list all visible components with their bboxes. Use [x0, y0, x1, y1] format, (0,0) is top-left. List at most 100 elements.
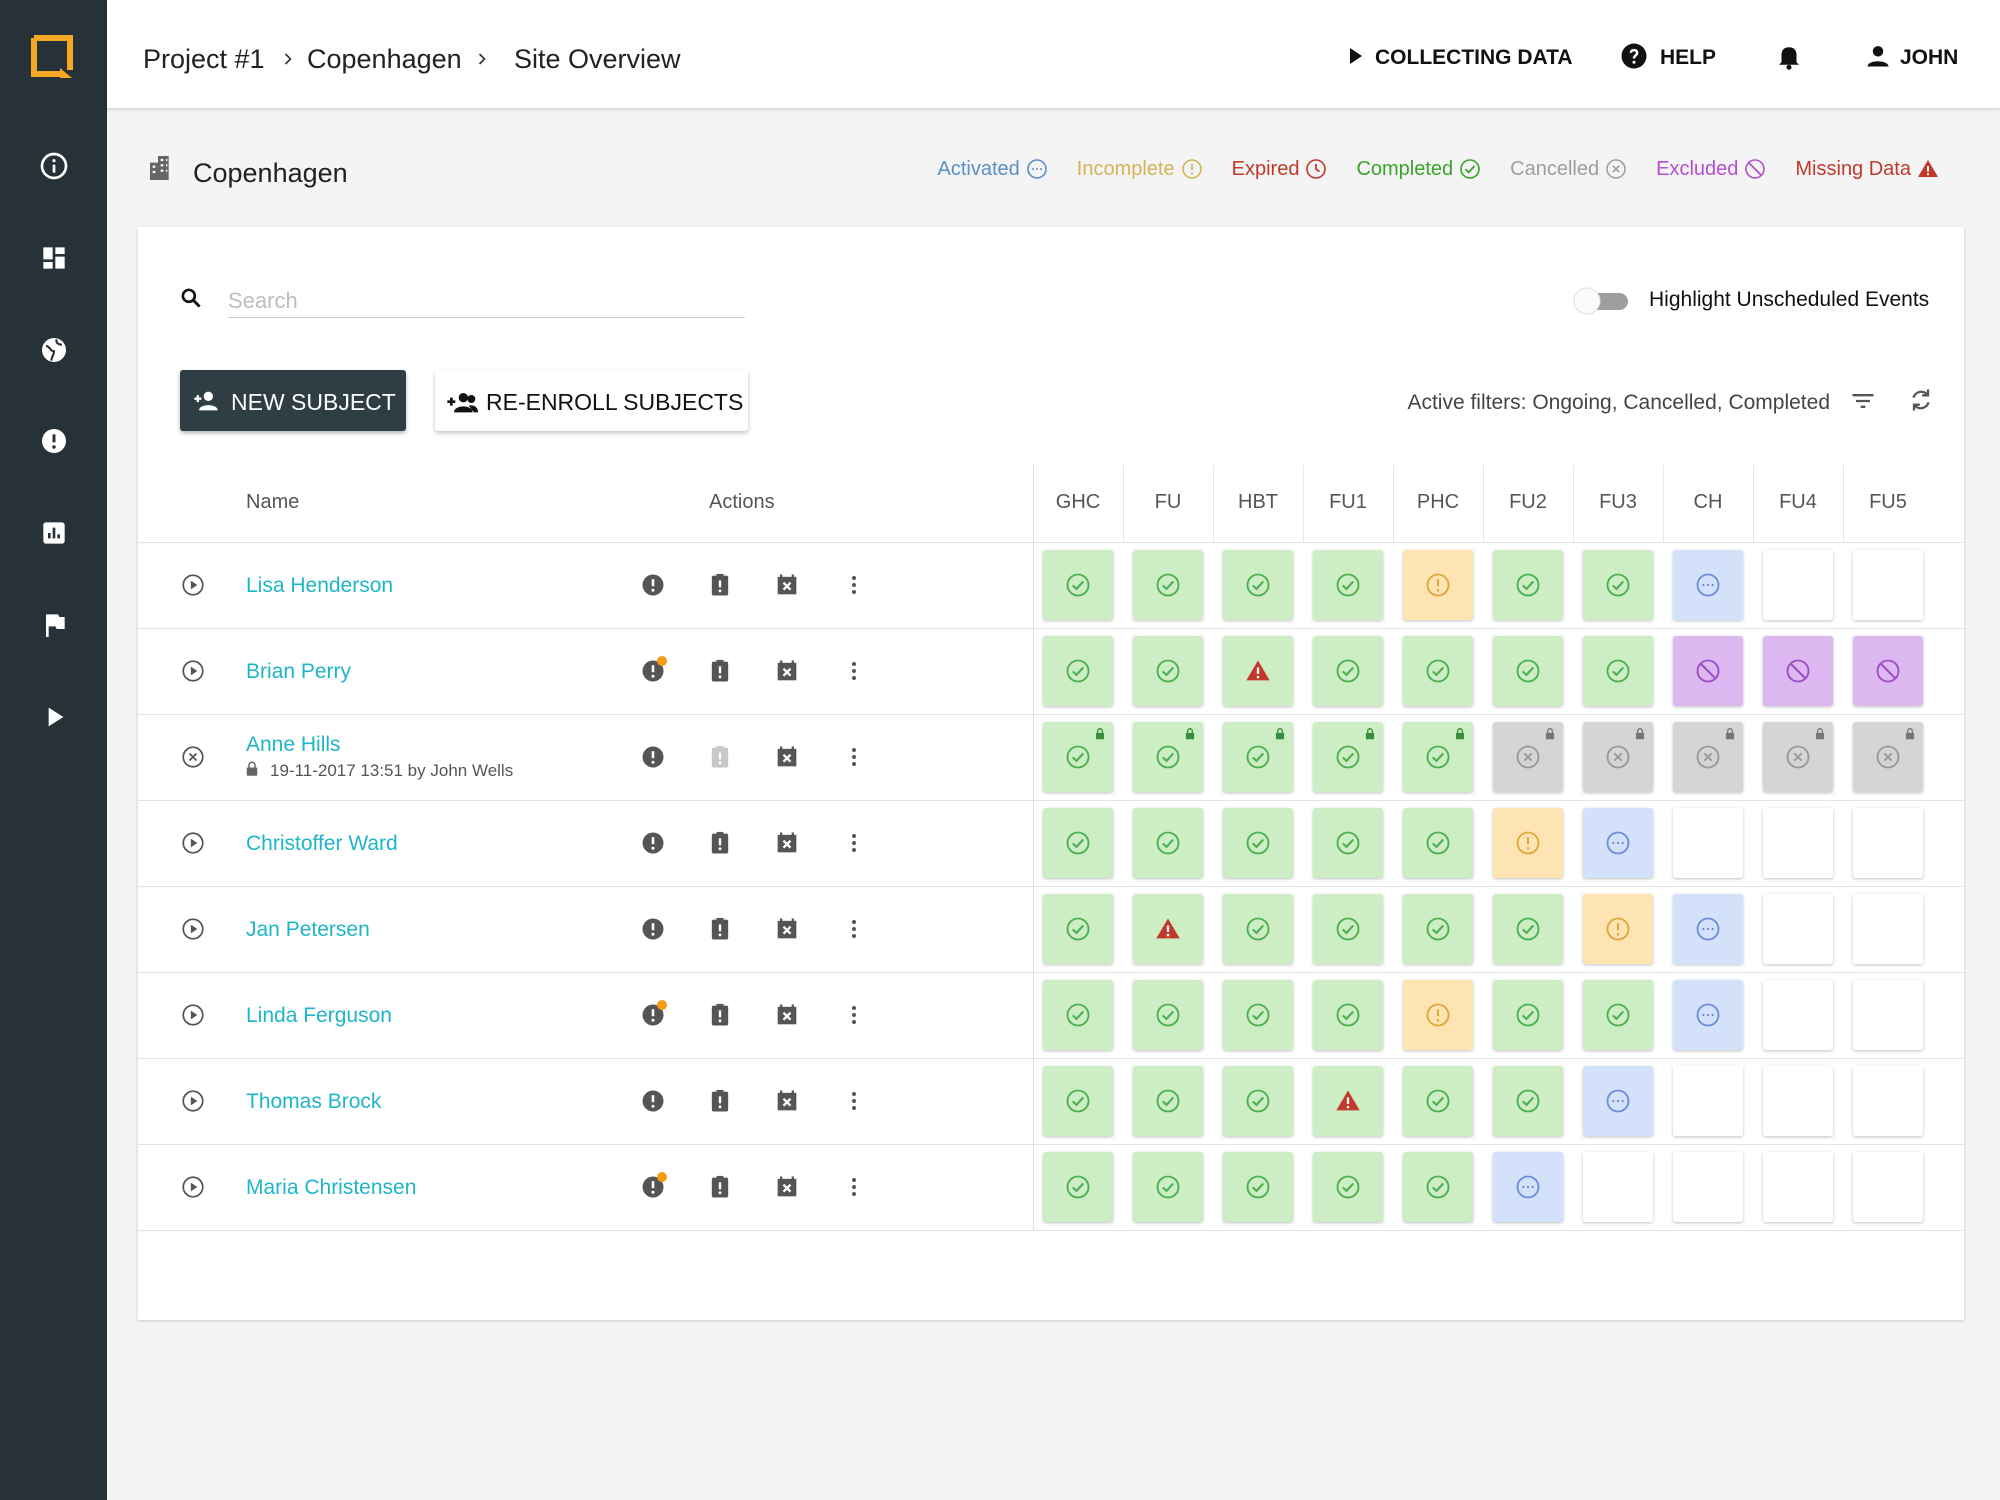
event-cell[interactable] — [1223, 894, 1293, 964]
subject-name[interactable]: Jan Petersen — [246, 918, 370, 941]
row-expand[interactable] — [180, 1174, 206, 1200]
row-action[interactable] — [773, 1001, 801, 1029]
subject-name[interactable]: Linda Ferguson — [246, 1004, 392, 1027]
collecting-status[interactable]: COLLECTING DATA — [1375, 46, 1573, 69]
event-cell[interactable] — [1493, 1066, 1563, 1136]
event-cell[interactable] — [1043, 722, 1113, 792]
event-cell[interactable] — [1133, 636, 1203, 706]
event-cell[interactable] — [1133, 980, 1203, 1050]
event-cell[interactable] — [1493, 636, 1563, 706]
row-action[interactable] — [706, 1001, 734, 1029]
breadcrumb[interactable]: Project #1 — [143, 44, 265, 74]
event-cell[interactable] — [1043, 808, 1113, 878]
event-cell[interactable] — [1133, 1066, 1203, 1136]
event-cell[interactable] — [1493, 722, 1563, 792]
row-action[interactable] — [639, 1001, 667, 1029]
event-cell[interactable] — [1673, 550, 1743, 620]
row-action[interactable] — [706, 1087, 734, 1115]
event-cell[interactable] — [1133, 808, 1203, 878]
row-action[interactable] — [639, 829, 667, 857]
row-action[interactable] — [840, 743, 868, 771]
event-cell[interactable] — [1313, 1066, 1383, 1136]
new-subject-button[interactable] — [180, 370, 406, 431]
sidebar-item[interactable] — [38, 334, 70, 366]
row-action[interactable] — [773, 657, 801, 685]
refresh-button[interactable] — [1907, 386, 1935, 414]
event-cell[interactable] — [1853, 980, 1923, 1050]
row-expand[interactable] — [180, 1088, 206, 1114]
event-cell[interactable] — [1583, 1152, 1653, 1222]
subject-name[interactable]: Thomas Brock — [246, 1090, 382, 1113]
event-cell[interactable] — [1673, 1066, 1743, 1136]
event-cell[interactable] — [1223, 722, 1293, 792]
event-cell[interactable] — [1763, 722, 1833, 792]
event-cell[interactable] — [1403, 722, 1473, 792]
row-expand[interactable] — [180, 572, 206, 598]
row-action[interactable] — [773, 829, 801, 857]
subject-name[interactable]: Brian Perry — [246, 660, 352, 683]
event-cell[interactable] — [1763, 894, 1833, 964]
subject-name[interactable]: Anne Hills — [246, 733, 341, 756]
event-cell[interactable] — [1403, 1152, 1473, 1222]
event-cell[interactable] — [1403, 550, 1473, 620]
row-expand[interactable] — [180, 658, 206, 684]
sidebar-item[interactable] — [38, 701, 70, 733]
row-action[interactable] — [840, 829, 868, 857]
event-cell[interactable] — [1313, 636, 1383, 706]
event-cell[interactable] — [1223, 980, 1293, 1050]
event-cell[interactable] — [1853, 1152, 1923, 1222]
user[interactable]: JOHN — [1900, 46, 1959, 69]
event-cell[interactable] — [1583, 808, 1653, 878]
row-action[interactable] — [773, 915, 801, 943]
event-cell[interactable] — [1043, 894, 1113, 964]
event-cell[interactable] — [1583, 894, 1653, 964]
row-expand[interactable] — [180, 830, 206, 856]
event-cell[interactable] — [1313, 808, 1383, 878]
event-cell[interactable] — [1313, 722, 1383, 792]
row-action[interactable] — [840, 1001, 868, 1029]
subject-name[interactable]: Christoffer Ward — [246, 832, 398, 855]
event-cell[interactable] — [1313, 894, 1383, 964]
event-cell[interactable] — [1583, 550, 1653, 620]
event-cell[interactable] — [1673, 722, 1743, 792]
event-cell[interactable] — [1493, 550, 1563, 620]
event-cell[interactable] — [1403, 894, 1473, 964]
event-cell[interactable] — [1493, 808, 1563, 878]
row-action[interactable] — [639, 1087, 667, 1115]
event-cell[interactable] — [1583, 722, 1653, 792]
re-enroll-button[interactable] — [435, 370, 748, 431]
row-action[interactable] — [639, 743, 667, 771]
event-cell[interactable] — [1763, 1066, 1833, 1136]
row-action[interactable] — [773, 743, 801, 771]
row-expand[interactable] — [180, 744, 206, 770]
row-action[interactable] — [773, 571, 801, 599]
event-cell[interactable] — [1493, 894, 1563, 964]
subject-name[interactable]: Lisa Henderson — [246, 574, 394, 597]
row-action[interactable] — [639, 1173, 667, 1201]
sidebar-item[interactable] — [38, 242, 70, 274]
event-cell[interactable] — [1673, 1152, 1743, 1222]
re-enroll-label[interactable]: RE-ENROLL SUBJECTS — [486, 389, 744, 415]
sidebar-item[interactable] — [38, 609, 70, 641]
event-cell[interactable] — [1403, 636, 1473, 706]
event-cell[interactable] — [1853, 894, 1923, 964]
event-cell[interactable] — [1763, 636, 1833, 706]
event-cell[interactable] — [1493, 1152, 1563, 1222]
event-cell[interactable] — [1133, 894, 1203, 964]
row-expand[interactable] — [180, 1002, 206, 1028]
event-cell[interactable] — [1133, 550, 1203, 620]
event-cell[interactable] — [1133, 722, 1203, 792]
help[interactable]: HELP — [1660, 46, 1717, 69]
event-cell[interactable] — [1763, 808, 1833, 878]
event-cell[interactable] — [1313, 550, 1383, 620]
subject-name[interactable]: Maria Christensen — [246, 1176, 417, 1199]
event-cell[interactable] — [1223, 636, 1293, 706]
event-cell[interactable] — [1223, 1152, 1293, 1222]
event-cell[interactable] — [1673, 894, 1743, 964]
row-expand[interactable] — [180, 916, 206, 942]
event-cell[interactable] — [1763, 1152, 1833, 1222]
event-cell[interactable] — [1853, 550, 1923, 620]
row-action[interactable] — [840, 915, 868, 943]
event-cell[interactable] — [1403, 808, 1473, 878]
event-cell[interactable] — [1763, 550, 1833, 620]
